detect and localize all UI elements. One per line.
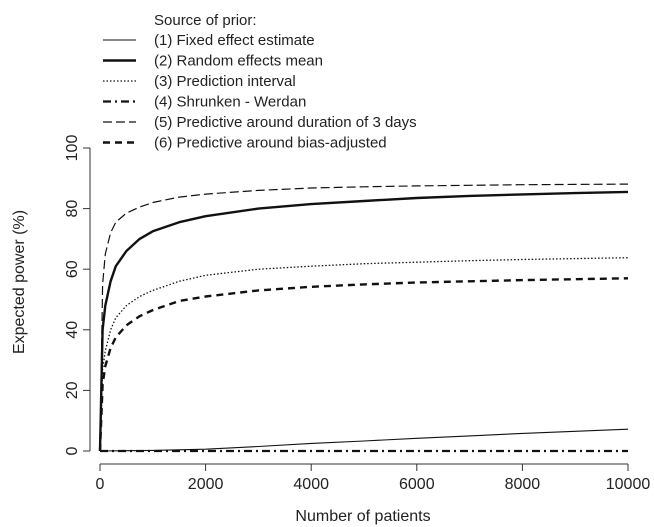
legend-label: (4) Shrunken - Werdan	[154, 94, 306, 111]
x-tick-label: 6000	[399, 476, 435, 493]
series-line-6	[98, 277, 629, 452]
legend-item: (1) Fixed effect estimate	[103, 32, 315, 49]
axes: 0 20 40 60 80 100 0 2000 4000 6000 8000 10000	[64, 135, 650, 493]
y-tick-label: 60	[64, 260, 81, 278]
legend-item: (3) Prediction interval	[103, 73, 296, 90]
legend-items: (1) Fixed effect estimate (2) Random effe…	[103, 32, 417, 152]
series-line-5	[99, 183, 629, 452]
series-line-3	[99, 257, 629, 452]
legend-item: (2) Random effects mean	[103, 53, 323, 70]
y-axis-label: Expected power (%)	[11, 210, 28, 354]
legend: Source of prior: (1) Fixed effect estima…	[103, 12, 417, 152]
legend-label: (2) Random effects mean	[154, 53, 323, 70]
series-lines	[98, 183, 629, 453]
y-tick-label: 80	[64, 200, 81, 218]
x-tick-label: 4000	[293, 476, 329, 493]
x-tick-label: 8000	[505, 476, 541, 493]
y-tick-label: 0	[64, 446, 81, 455]
legend-label: (6) Predictive around bias-adjusted	[154, 135, 387, 152]
y-tick-label: 100	[64, 135, 81, 162]
series-line-1	[99, 428, 629, 452]
y-tick-label: 20	[64, 381, 81, 399]
plot-area: 0 20 40 60 80 100 0 2000 4000 6000 8000 10000	[64, 135, 650, 493]
x-tick-label: 0	[96, 476, 105, 493]
x-tick-label: 10000	[606, 476, 651, 493]
legend-label: (5) Predictive around duration of 3 days	[154, 114, 417, 131]
x-tick-label: 2000	[188, 476, 224, 493]
y-tick-label: 40	[64, 321, 81, 339]
legend-label: (3) Prediction interval	[154, 73, 296, 90]
series-line-2	[98, 190, 629, 452]
legend-item: (6) Predictive around bias-adjusted	[103, 135, 387, 152]
x-axis-label: Number of patients	[295, 508, 430, 525]
legend-item: (4) Shrunken - Werdan	[103, 94, 306, 111]
legend-label: (1) Fixed effect estimate	[154, 32, 315, 49]
legend-item: (5) Predictive around duration of 3 days	[103, 114, 417, 131]
legend-title: Source of prior:	[154, 12, 257, 29]
